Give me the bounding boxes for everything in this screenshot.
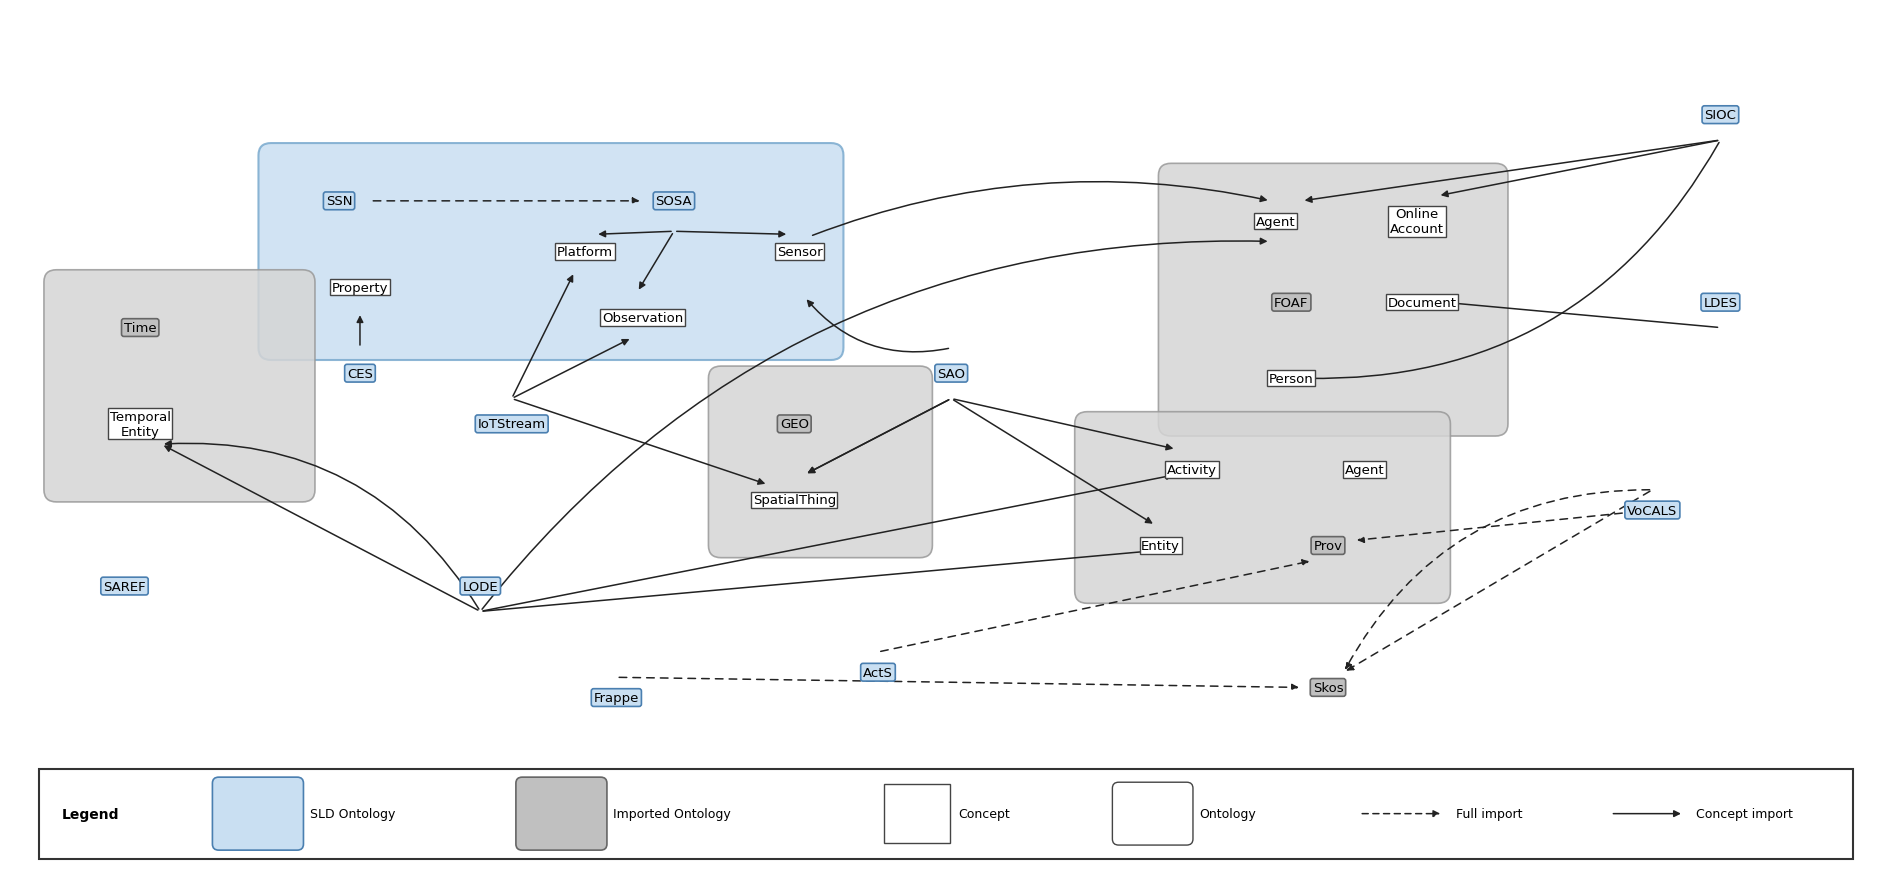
FancyBboxPatch shape bbox=[259, 144, 844, 361]
FancyBboxPatch shape bbox=[44, 270, 314, 502]
Text: Temporal
Entity: Temporal Entity bbox=[110, 410, 170, 438]
Text: Time: Time bbox=[123, 322, 157, 335]
Text: IoTStream: IoTStream bbox=[477, 418, 545, 431]
Text: Concept import: Concept import bbox=[1697, 807, 1794, 820]
Text: VoCALS: VoCALS bbox=[1627, 504, 1678, 517]
Text: Property: Property bbox=[331, 282, 388, 295]
FancyBboxPatch shape bbox=[708, 367, 933, 558]
Text: CES: CES bbox=[346, 368, 373, 381]
Text: SSN: SSN bbox=[325, 196, 352, 208]
FancyBboxPatch shape bbox=[38, 769, 1854, 859]
Text: LDES: LDES bbox=[1703, 296, 1737, 309]
FancyBboxPatch shape bbox=[1112, 782, 1194, 845]
Text: Full import: Full import bbox=[1455, 807, 1523, 820]
Text: GEO: GEO bbox=[780, 418, 808, 431]
Text: Observation: Observation bbox=[602, 312, 683, 324]
Text: Concept: Concept bbox=[959, 807, 1010, 820]
Text: SIOC: SIOC bbox=[1705, 109, 1737, 122]
Text: Skos: Skos bbox=[1313, 681, 1343, 694]
Text: Agent: Agent bbox=[1345, 463, 1385, 476]
FancyBboxPatch shape bbox=[212, 777, 303, 850]
Text: Entity: Entity bbox=[1141, 540, 1181, 553]
FancyBboxPatch shape bbox=[884, 785, 950, 843]
Text: Platform: Platform bbox=[556, 246, 613, 259]
Text: Imported Ontology: Imported Ontology bbox=[613, 807, 730, 820]
Text: Ontology: Ontology bbox=[1200, 807, 1256, 820]
Text: LODE: LODE bbox=[462, 580, 498, 593]
Text: SAREF: SAREF bbox=[104, 580, 146, 593]
FancyBboxPatch shape bbox=[1158, 164, 1508, 436]
Text: SOSA: SOSA bbox=[657, 196, 692, 208]
Text: Person: Person bbox=[1270, 372, 1313, 385]
Text: ActS: ActS bbox=[863, 666, 893, 679]
Text: Prov: Prov bbox=[1313, 540, 1343, 553]
Text: Online
Account: Online Account bbox=[1391, 208, 1444, 235]
Text: Activity: Activity bbox=[1167, 463, 1217, 476]
Text: Legend: Legend bbox=[62, 806, 119, 820]
Text: Document: Document bbox=[1387, 296, 1457, 309]
Text: Sensor: Sensor bbox=[778, 246, 823, 259]
FancyBboxPatch shape bbox=[517, 777, 607, 850]
Text: Agent: Agent bbox=[1256, 216, 1296, 229]
Text: Frappe: Frappe bbox=[594, 691, 639, 704]
Text: SpatialThing: SpatialThing bbox=[753, 494, 836, 507]
Text: FOAF: FOAF bbox=[1273, 296, 1309, 309]
Text: SAO: SAO bbox=[937, 368, 965, 381]
Text: SLD Ontology: SLD Ontology bbox=[310, 807, 395, 820]
FancyBboxPatch shape bbox=[1075, 412, 1451, 604]
